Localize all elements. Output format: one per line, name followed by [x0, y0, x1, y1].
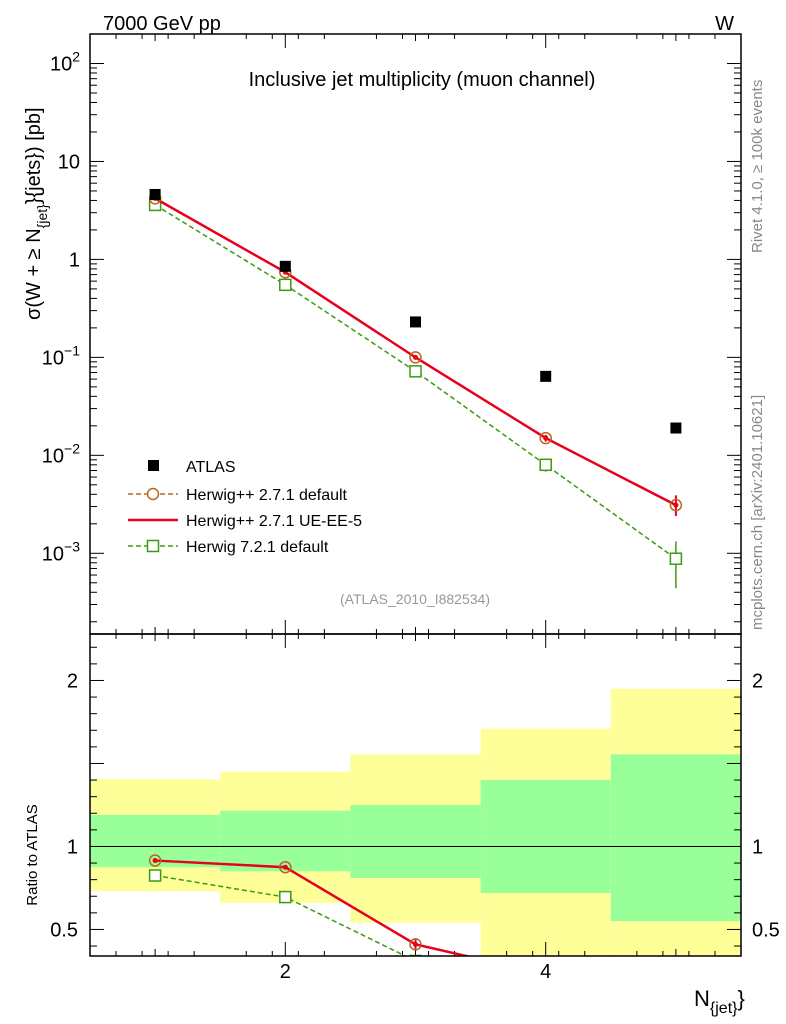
- green-band-2: [350, 804, 481, 878]
- atlas-marker: [410, 316, 421, 328]
- ratio-herwig-ueee5-marker: [673, 983, 678, 988]
- legend: ATLAS Herwig++ 2.7.1 default Herwig++ 2.7.…: [128, 459, 362, 556]
- x-tick-label: 4: [540, 961, 551, 983]
- header-right: W: [715, 13, 734, 35]
- y-tick-label: 10−1: [42, 342, 80, 369]
- y-tick-label: 1: [69, 249, 80, 271]
- herwig-ueee5-marker: [673, 502, 679, 508]
- x-axis-label: N{jet}}: [694, 986, 745, 1017]
- ratio-ylabel: Ratio to ATLAS: [24, 804, 41, 905]
- y-tick-label: 10−2: [42, 440, 80, 467]
- ratio-y-tick-label-right: 0.5: [752, 919, 780, 941]
- ratio-herwig-ueee5-marker: [282, 864, 288, 870]
- herwig-default-marker: [409, 351, 422, 364]
- ratio-y-tick-label-left: 2: [67, 670, 78, 692]
- header-left: 7000 GeV pp: [103, 13, 221, 35]
- ratio-herwig7-marker: [148, 869, 162, 882]
- ratio-y-tick-label-right: 2: [752, 670, 763, 692]
- legend-label: Herwig++ 2.7.1 default: [186, 487, 348, 504]
- mcplots-label: mcplots.cern.ch [arXiv:2401.10621]: [749, 395, 766, 630]
- rivet-label: Rivet 4.1.0, ≥ 100k events: [749, 80, 766, 253]
- x-tick-label: 2: [280, 961, 291, 983]
- main-ylabel: σ(W + ≥ N{jet}}{jets}) [pb]: [23, 107, 50, 320]
- ratio-herwig-ueee5-marker: [152, 858, 158, 864]
- green-band-3: [480, 780, 611, 893]
- ratio-y-tick-label-left: 1: [67, 836, 78, 858]
- legend-label: Herwig++ 2.7.1 UE-EE-5: [186, 513, 362, 530]
- ratio-herwig7-marker: [670, 999, 681, 1010]
- atlas-marker: [540, 370, 552, 382]
- herwig7-marker: [539, 458, 552, 472]
- ratio-uncertainty-bands: [90, 688, 741, 956]
- ratio-herwig-ueee5-marker: [413, 941, 418, 947]
- analysis-label: (ATLAS_2010_I882534): [340, 591, 490, 607]
- axis-ticks: 2 4 102 10 1 10−1 10−2 10−3 2 2 1 1 0.5 0.5: [42, 33, 780, 983]
- herwig-ueee5-marker: [543, 435, 549, 441]
- herwig-default-marker: [669, 498, 683, 512]
- ratio-herwig7-marker: [409, 954, 422, 956]
- herwig-default-marker: [539, 431, 552, 445]
- ratio-herwig-default-marker: [148, 854, 162, 867]
- atlas-marker: [670, 422, 682, 434]
- ratio-herwig-default-marker: [279, 860, 292, 874]
- ratio-herwig-default-marker: [409, 938, 422, 951]
- ratio-y-tick-label-left: 0.5: [50, 919, 78, 941]
- y-tick-label: 10−3: [42, 538, 80, 565]
- ratio-herwig7-marker: [279, 890, 292, 904]
- herwig7-marker: [669, 552, 683, 565]
- herwig7-line: [154, 204, 677, 560]
- ratio-herwig-default-marker: [670, 980, 681, 991]
- y-tick-label: 10: [58, 151, 80, 173]
- ratio-herwig7-marker: [540, 986, 551, 997]
- atlas-marker: [279, 260, 291, 272]
- green-band-4: [610, 754, 741, 922]
- legend-herwig-default-marker: [146, 487, 160, 501]
- chart-title: Inclusive jet multiplicity (muon channel…: [249, 69, 596, 91]
- data-series: [148, 188, 683, 1010]
- herwig7-marker: [279, 278, 292, 292]
- ratio-panel-frame: [89, 633, 742, 957]
- herwig7-marker: [409, 365, 422, 378]
- ratio-series: [148, 854, 681, 1010]
- legend-label: ATLAS: [186, 459, 236, 476]
- herwig-ueee5-marker: [413, 354, 418, 360]
- legend-herwig7-marker: [146, 539, 160, 553]
- atlas-marker: [149, 188, 161, 200]
- legend-atlas-marker: [148, 460, 159, 471]
- legend-label: Herwig 7.2.1 default: [186, 539, 329, 556]
- y-tick-label: 102: [50, 48, 80, 75]
- ratio-y-tick-label-right: 1: [752, 836, 763, 858]
